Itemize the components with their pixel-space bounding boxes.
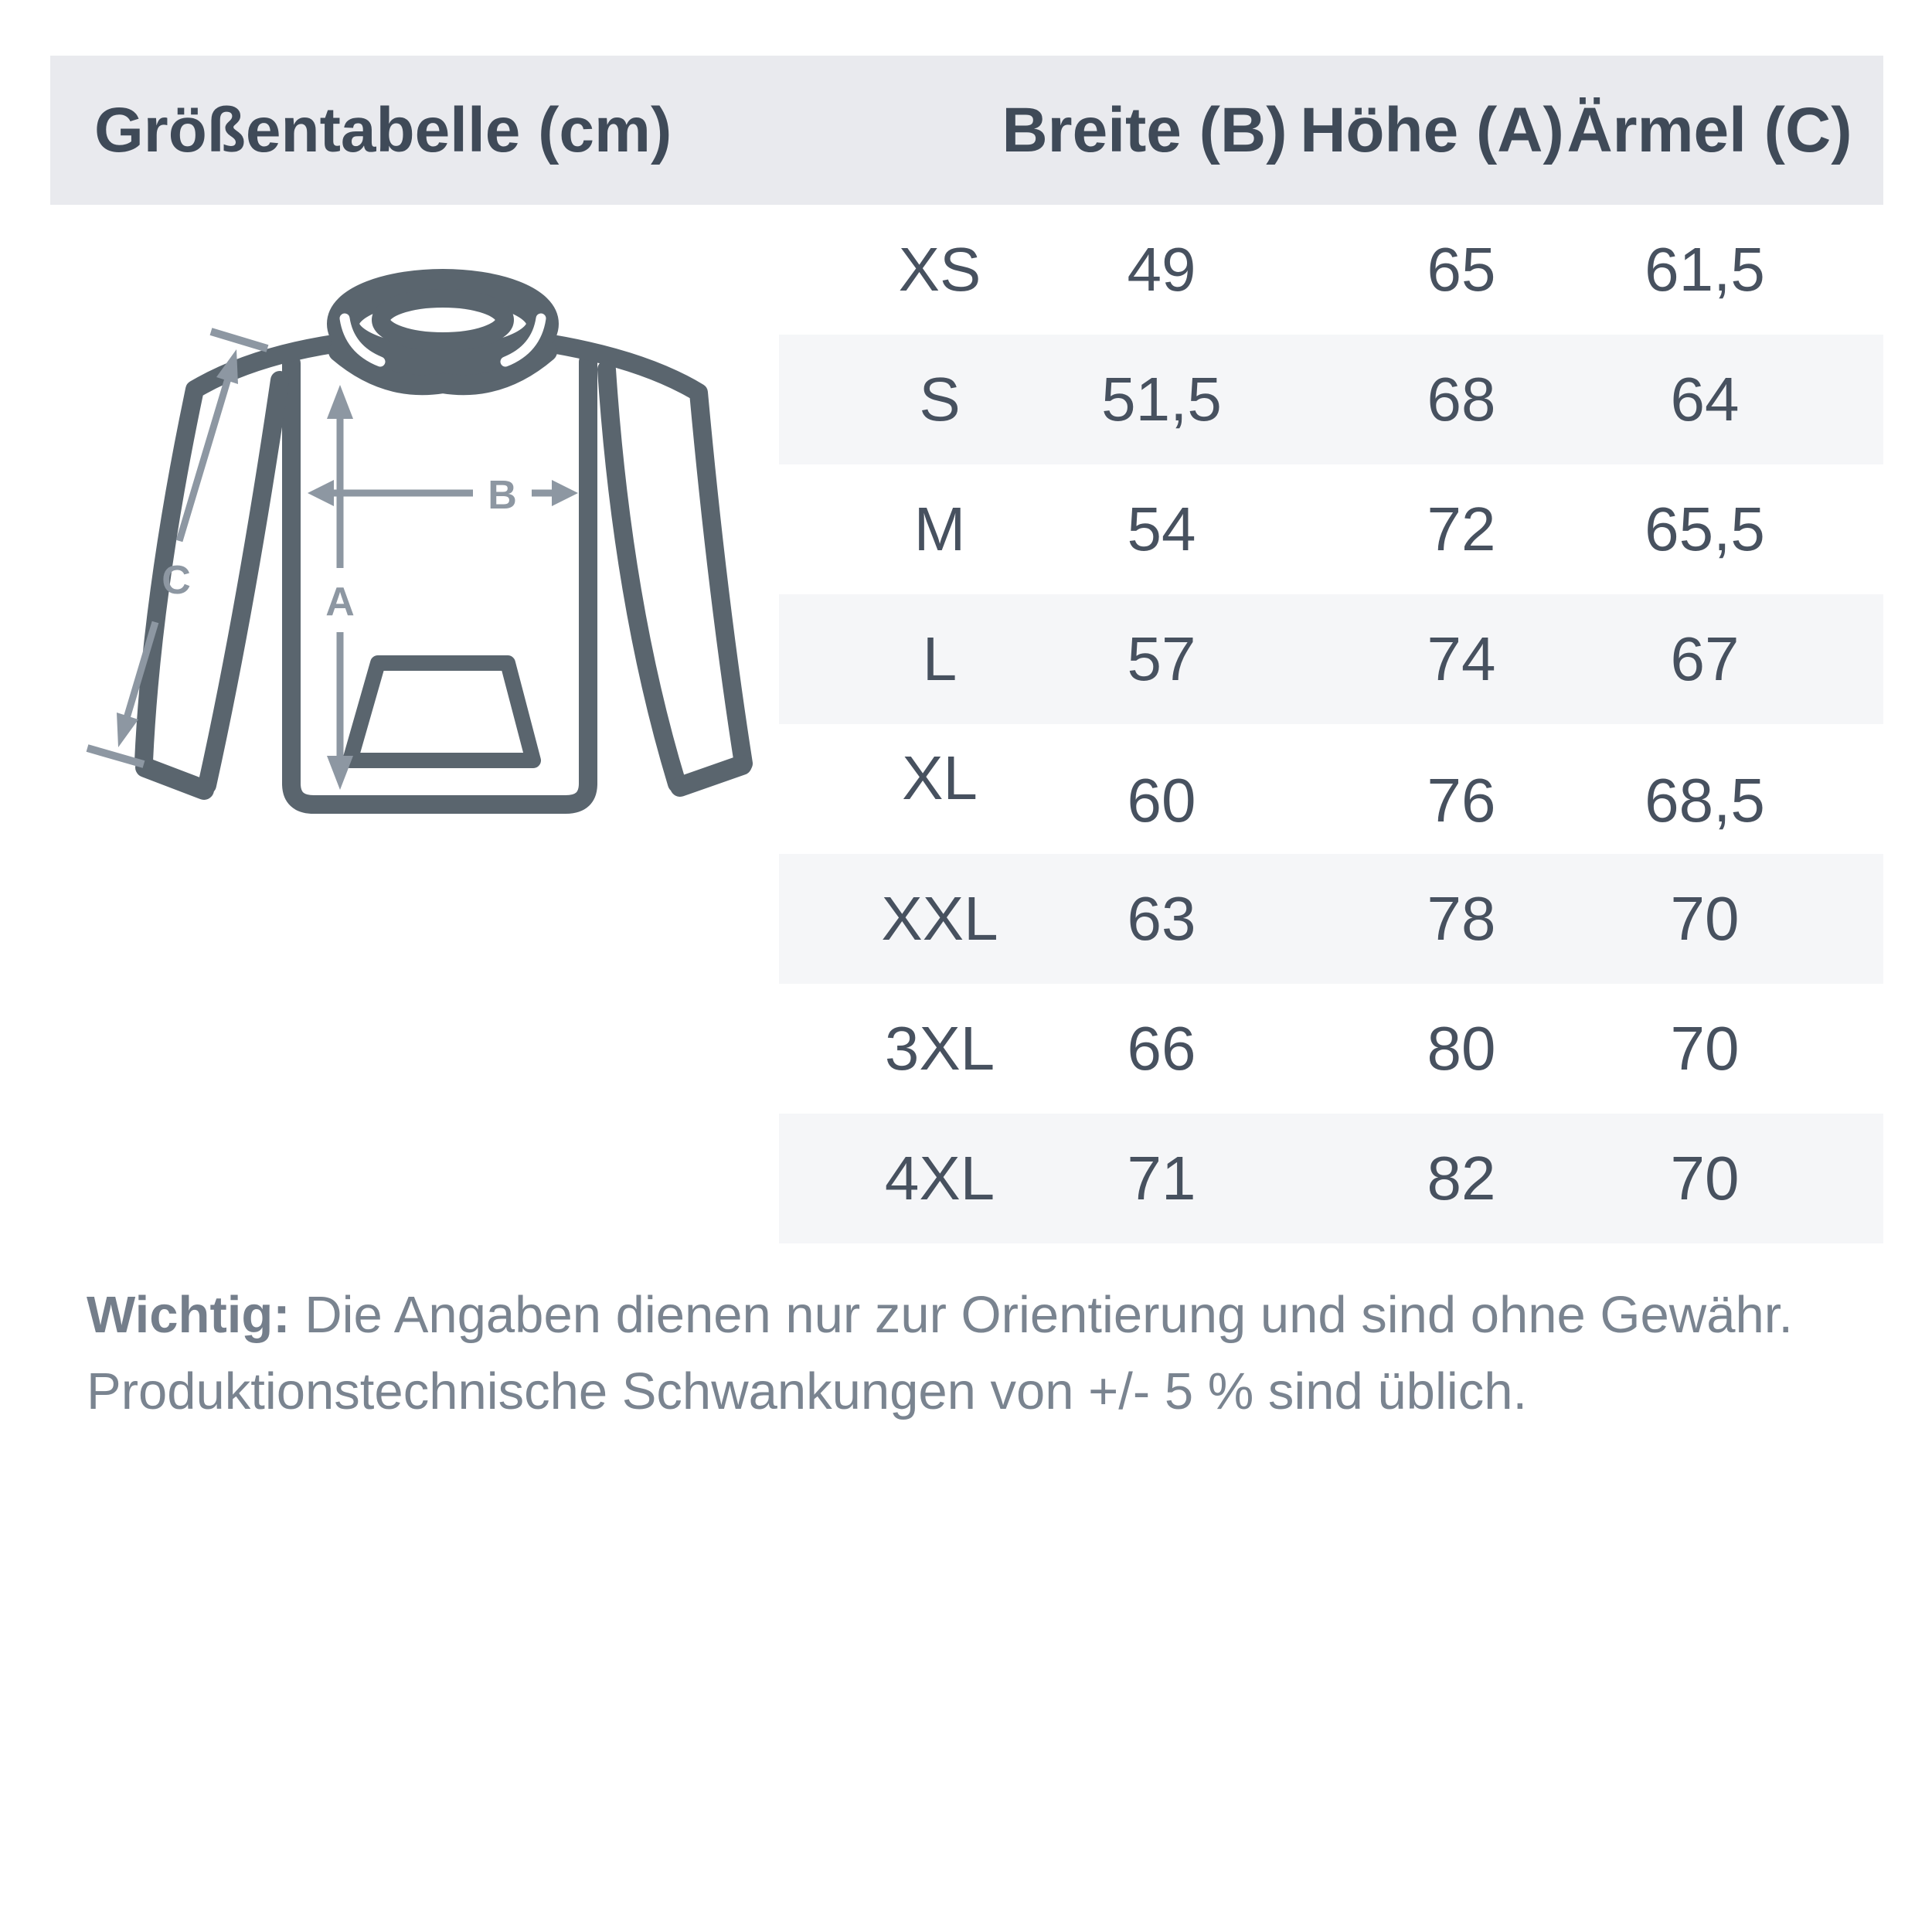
hoehe-cell: 82 <box>1427 1144 1496 1213</box>
breite-cell: 57 <box>1127 624 1196 693</box>
aermel-cell: 70 <box>1670 1014 1740 1083</box>
breite-cell: 63 <box>1127 884 1196 953</box>
aermel-cell: 67 <box>1670 624 1740 693</box>
breite-cell: 71 <box>1127 1144 1196 1213</box>
column-header-hoehe: Höhe (A) <box>1300 95 1564 165</box>
table-row: S 51,5 68 64 <box>779 335 1883 464</box>
size-cell: S <box>919 365 961 434</box>
label-b: B <box>488 473 517 518</box>
aermel-cell: 68,5 <box>1645 766 1765 835</box>
hoehe-cell: 78 <box>1427 884 1496 953</box>
sleeve-arrow-c <box>86 328 269 768</box>
breite-cell: 66 <box>1127 1014 1196 1083</box>
table-row: 3XL 66 80 70 <box>779 984 1883 1114</box>
breite-cell: 54 <box>1127 495 1196 563</box>
page-title: Größentabelle (cm) <box>94 95 672 165</box>
size-cell: M <box>913 495 966 563</box>
hoehe-cell: 72 <box>1427 495 1496 563</box>
size-cell: XS <box>898 235 981 304</box>
size-cell: 4XL <box>884 1144 995 1213</box>
hoodie-body <box>282 352 597 814</box>
hoodie-left-sleeve <box>134 332 359 770</box>
table-row: XL 60 76 68,5 <box>779 724 1883 854</box>
aermel-cell: 70 <box>1670 884 1740 953</box>
hoodie-diagram: A B C <box>86 269 753 814</box>
hoodie-pocket <box>342 655 541 768</box>
aermel-cell: 65,5 <box>1645 495 1765 563</box>
disclaimer-line-2: Produktionstechnische Schwankungen von +… <box>87 1362 1528 1420</box>
hoehe-cell: 65 <box>1427 235 1496 304</box>
table-row: 4XL 71 82 70 <box>779 1114 1883 1243</box>
hoehe-cell: 80 <box>1427 1014 1496 1083</box>
table-row: M 54 72 65,5 <box>779 464 1883 594</box>
disclaimer-line-1: Wichtig: Die Angaben dienen nur zur Orie… <box>87 1286 1793 1344</box>
aermel-cell: 61,5 <box>1645 235 1765 304</box>
aermel-cell: 64 <box>1670 365 1740 434</box>
size-cell: L <box>922 624 957 693</box>
column-header-aermel: Ärmel (C) <box>1566 95 1852 165</box>
label-c: C <box>162 558 191 603</box>
disclaimer-label: Wichtig: <box>87 1286 291 1344</box>
hoodie-right-sleeve <box>529 332 753 773</box>
breite-cell: 51,5 <box>1101 365 1222 434</box>
disclaimer-note: Wichtig: Die Angaben dienen nur zur Orie… <box>87 1277 1887 1430</box>
aermel-cell: 70 <box>1670 1144 1740 1213</box>
breite-cell: 60 <box>1127 766 1196 835</box>
table-row: XS 49 65 61,5 <box>779 205 1883 335</box>
size-cell: XL <box>902 743 978 812</box>
header-bar: Größentabelle (cm) Breite (B) Höhe (A) Ä… <box>50 56 1883 205</box>
hoodie-hood <box>327 269 559 396</box>
size-cell: 3XL <box>884 1014 995 1083</box>
hoehe-cell: 68 <box>1427 365 1496 434</box>
measure-arrows: A B C <box>86 328 578 790</box>
label-a: A <box>325 580 355 624</box>
table-row: XXL 63 78 70 <box>779 854 1883 984</box>
height-arrow-a <box>327 385 353 790</box>
width-arrow-b <box>308 480 578 506</box>
column-header-breite: Breite (B) <box>1002 95 1287 165</box>
hoehe-cell: 74 <box>1427 624 1496 693</box>
hoehe-cell: 76 <box>1427 766 1496 835</box>
table-row: L 57 74 67 <box>779 594 1883 724</box>
breite-cell: 49 <box>1127 235 1196 304</box>
size-cell: XXL <box>881 884 998 953</box>
